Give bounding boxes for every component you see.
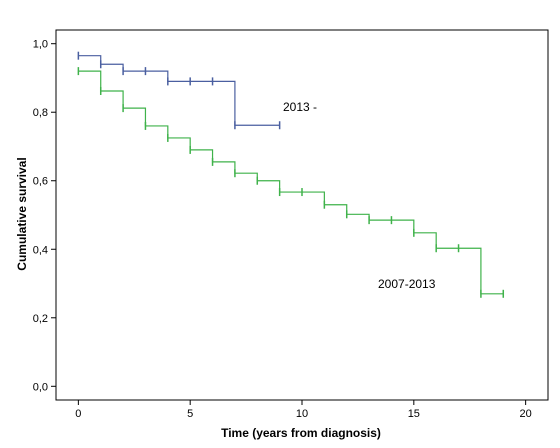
series-group [77,51,505,298]
x-tick-label: 20 [520,408,532,420]
y-tick-label: 0,2 [33,313,48,325]
x-tick-label: 10 [296,408,308,420]
y-tick-label: 0,8 [33,107,48,119]
axes: 0 5 10 15 20 0,0 0,2 0,4 0,6 0,8 1,0 [33,29,549,420]
y-tick-label: 1,0 [33,39,48,51]
x-tick-label: 15 [408,408,420,420]
y-tick-label: 0,4 [33,244,48,256]
x-axis-label: Time (years from diagnosis) [221,426,381,440]
y-tick-label: 0,0 [33,381,48,393]
y-tick-label: 0,6 [33,176,48,188]
y-axis-label: Cumulative survival [15,157,29,270]
x-tick-label: 0 [75,408,81,420]
series-label-2007-2013: 2007-2013 [378,277,436,291]
series-label-2013: 2013 - [283,100,317,114]
x-tick-label: 5 [187,408,193,420]
